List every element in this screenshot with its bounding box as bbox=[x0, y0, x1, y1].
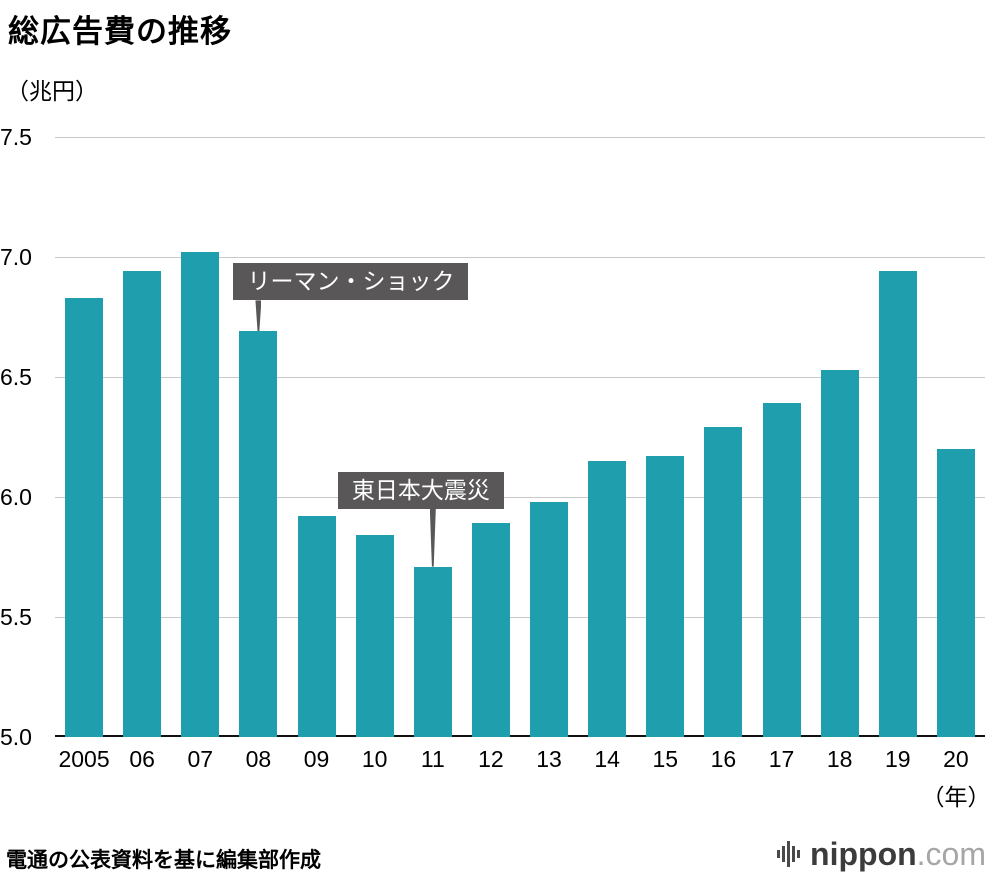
annotation-label: 東日本大震災 bbox=[337, 471, 504, 509]
nippon-logo: nippon.com bbox=[777, 834, 986, 874]
y-tick-label: 7.5 bbox=[0, 124, 32, 150]
x-axis-unit-label: （年） bbox=[921, 784, 991, 810]
x-tick-label: 12 bbox=[478, 746, 504, 772]
x-tick-label: 18 bbox=[826, 746, 853, 772]
bar bbox=[239, 331, 278, 737]
bar bbox=[588, 461, 627, 737]
annotation-pointer bbox=[429, 508, 436, 567]
logo-suffix: .com bbox=[916, 836, 986, 872]
x-tick-label: 08 bbox=[245, 746, 272, 772]
logo-wordmark: nippon.com bbox=[810, 834, 986, 874]
x-tick-label: 15 bbox=[652, 746, 679, 772]
annotation-label: リーマン・ショック bbox=[233, 263, 469, 301]
soundbars-icon bbox=[777, 837, 803, 871]
x-tick-label: 16 bbox=[710, 746, 737, 772]
x-tick-label: 09 bbox=[303, 746, 330, 772]
gridline bbox=[55, 616, 985, 618]
x-tick-label: 19 bbox=[885, 746, 911, 772]
bar bbox=[646, 456, 685, 737]
x-axis-line bbox=[55, 735, 985, 737]
x-tick-label: 20 bbox=[943, 746, 969, 772]
x-tick-label: 13 bbox=[536, 746, 562, 772]
bar bbox=[181, 252, 220, 737]
x-tick-label: 14 bbox=[594, 746, 620, 772]
y-tick-label: 7.0 bbox=[0, 244, 32, 270]
bar bbox=[820, 369, 859, 737]
y-axis-unit-label: （兆円） bbox=[6, 78, 98, 104]
bar bbox=[878, 271, 917, 737]
gridline bbox=[55, 136, 985, 138]
y-tick-label: 6.0 bbox=[0, 484, 32, 510]
bar bbox=[355, 535, 394, 737]
gridline bbox=[55, 256, 985, 258]
bar bbox=[65, 297, 104, 737]
bar bbox=[704, 427, 743, 737]
x-tick-label: 06 bbox=[129, 746, 155, 772]
y-tick-label: 6.5 bbox=[0, 364, 32, 390]
x-tick-label: 07 bbox=[187, 746, 214, 772]
gridline bbox=[55, 496, 985, 498]
x-tick-label: 2005 bbox=[58, 746, 110, 772]
gridline bbox=[55, 376, 985, 378]
bar bbox=[471, 523, 510, 737]
bar bbox=[762, 403, 801, 737]
bar bbox=[530, 501, 569, 737]
bar bbox=[413, 566, 452, 737]
x-tick-label: 10 bbox=[361, 746, 388, 772]
bar bbox=[123, 271, 162, 737]
x-tick-label: 17 bbox=[768, 746, 795, 772]
y-tick-label: 5.5 bbox=[0, 604, 32, 630]
y-tick-label: 5.0 bbox=[0, 724, 32, 750]
annotation-pointer bbox=[255, 300, 262, 332]
x-tick-label: 11 bbox=[420, 746, 445, 772]
logo-name: nippon bbox=[810, 836, 917, 872]
source-note: 電通の公表資料を基に編集部作成 bbox=[6, 849, 321, 872]
bar bbox=[297, 516, 336, 737]
chart-title: 総広告費の推移 bbox=[8, 14, 232, 49]
bar bbox=[936, 449, 975, 737]
